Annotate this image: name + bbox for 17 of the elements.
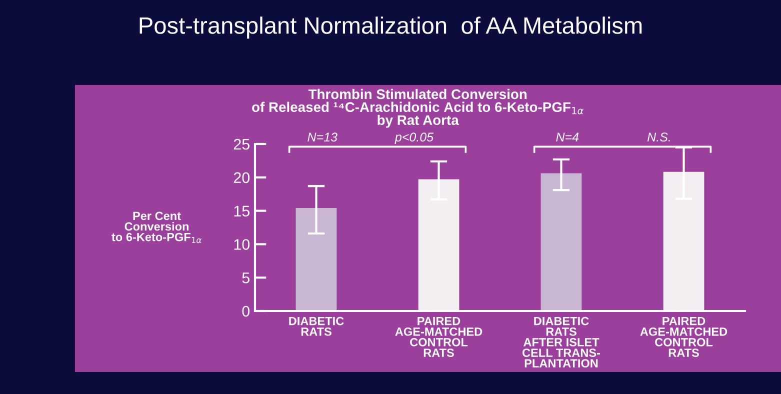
text: N.S. <box>647 132 670 142</box>
y-tick-label: 0 <box>242 306 250 317</box>
y-tick-label: 25 <box>234 138 250 150</box>
x-tick-label: PAIRED AGE-MATCHED CONTROL RATS <box>640 316 728 357</box>
y-tick-label: 20 <box>234 172 250 184</box>
text: Thrombin Stimulated Conversion of Released ¹⁴C-Arachidonic Acid to 6-Keto-PGF$_{1α}$ by Rat Aorta <box>252 88 584 128</box>
y-tick-label: 15 <box>234 206 250 216</box>
y-tick-label: 5 <box>242 272 250 284</box>
x-tick-label: DIABETIC RATS AFTER ISLET CELL TRANS- PLANTATION <box>522 316 600 368</box>
y-tick-label: 10 <box>234 239 250 250</box>
text: N=13 <box>308 132 338 142</box>
annotation: p<0.05 <box>394 132 434 144</box>
x-tick-label: DIABETIC RATS <box>289 316 344 336</box>
chart-title: Post-transplant Normalization of AA Metabolism <box>140 16 642 39</box>
y-axis-title: Per Cent Conversion to 6-Keto-PGF$_{1α}$ <box>112 212 202 244</box>
x-tick-label: PAIRED AGE-MATCHED CONTROL RATS <box>395 316 482 357</box>
text: N=4 <box>556 132 579 142</box>
